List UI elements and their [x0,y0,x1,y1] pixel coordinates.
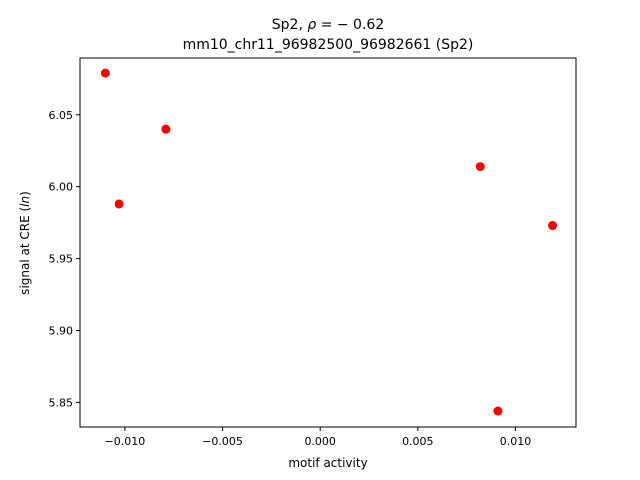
x-axis-label: motif activity [288,456,367,470]
data-point [114,199,124,209]
x-tick-label: 0.005 [402,435,434,448]
y-axis-label: signal at CRE (ln) [18,191,32,295]
y-tick-label: 5.90 [49,325,74,338]
data-point [161,124,171,134]
axes-frame [79,57,577,428]
x-tick-label: 0.010 [500,435,532,448]
y-tick-label: 5.85 [49,396,74,409]
y-axis-label-italic: ln [18,196,32,207]
title-rho-symbol: ρ [307,17,316,33]
y-tick-label: 5.95 [49,253,74,266]
x-tick-label: −0.005 [202,435,243,448]
title-rho-value: = − 0.62 [316,17,384,33]
y-axis-label-prefix: signal at CRE ( [18,207,32,295]
chart-title-line-1: Sp2, ρ = − 0.62 [272,17,384,33]
x-tick-label: −0.010 [105,435,146,448]
x-tick-label: 0.000 [304,435,336,448]
title-prefix: Sp2, [272,17,308,33]
plot-area: −0.010 −0.005 0.000 0.005 0.010 5.85 5.90 5.95 6… [49,57,577,448]
data-point [100,68,110,78]
data-point [475,162,485,172]
y-tick-label: 6.05 [49,109,74,122]
y-axis-label-suffix: ) [18,191,32,196]
data-point [493,406,503,416]
y-tick-label: 6.00 [49,181,74,194]
chart-title-line-2: mm10_chr11_96982500_96982661 (Sp2) [183,37,474,53]
data-point [548,221,558,231]
